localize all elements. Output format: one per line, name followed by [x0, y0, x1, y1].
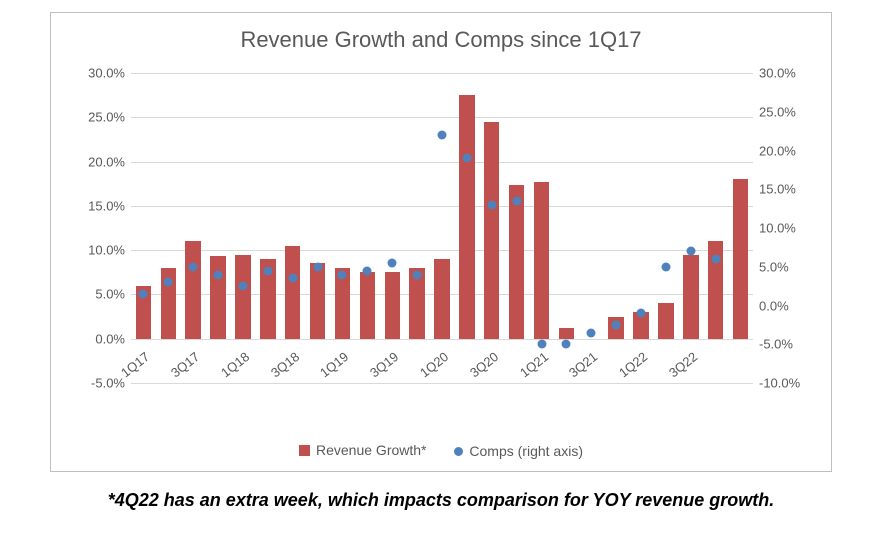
chart-frame: Revenue Growth and Comps since 1Q17 -5.0… [50, 12, 832, 472]
bar [484, 122, 499, 339]
bar [509, 185, 524, 338]
bar [434, 259, 449, 339]
marker-dot [288, 274, 297, 283]
x-tick-label: 1Q18 [218, 349, 252, 380]
y-left-tick-label: 25.0% [88, 110, 131, 125]
x-tick-label: 1Q22 [616, 349, 650, 380]
y-left-tick-label: 10.0% [88, 243, 131, 258]
marker-dot [413, 270, 422, 279]
marker-dot [661, 262, 670, 271]
bar [534, 182, 549, 339]
y-right-tick-label: 0.0% [753, 298, 789, 313]
marker-dot [711, 255, 720, 264]
marker-dot [139, 289, 148, 298]
marker-dot [214, 270, 223, 279]
bar [360, 272, 375, 338]
gridline [131, 206, 753, 207]
x-tick-label: 3Q19 [367, 349, 401, 380]
bar [658, 303, 673, 338]
marker-dot [686, 247, 695, 256]
bar [310, 263, 325, 338]
y-right-tick-label: 15.0% [753, 182, 796, 197]
y-right-tick-label: 30.0% [753, 66, 796, 81]
bar [235, 255, 250, 339]
legend-item-comps: Comps (right axis) [454, 443, 583, 459]
chart-legend: Revenue Growth* Comps (right axis) [51, 442, 831, 459]
bar [733, 179, 748, 338]
bar [285, 246, 300, 339]
x-tick-label: 3Q20 [467, 349, 501, 380]
x-tick-label: 1Q19 [317, 349, 351, 380]
bar [185, 241, 200, 338]
marker-dot [263, 266, 272, 275]
bar [559, 328, 574, 339]
legend-label: Comps (right axis) [469, 443, 583, 459]
legend-item-revenue-growth: Revenue Growth* [299, 442, 427, 458]
y-right-tick-label: -5.0% [753, 337, 793, 352]
gridline [131, 117, 753, 118]
y-right-tick-label: 25.0% [753, 104, 796, 119]
x-tick-label: 1Q17 [118, 349, 152, 380]
marker-dot [189, 262, 198, 271]
legend-swatch-dot [454, 447, 463, 456]
gridline [131, 250, 753, 251]
y-left-tick-label: 5.0% [95, 287, 131, 302]
chart-footnote: *4Q22 has an extra week, which impacts c… [0, 490, 882, 511]
y-left-tick-label: 15.0% [88, 198, 131, 213]
marker-dot [612, 320, 621, 329]
x-tick-label: 3Q18 [268, 349, 302, 380]
bar [385, 272, 400, 338]
y-left-tick-label: 0.0% [95, 331, 131, 346]
bar [683, 255, 698, 339]
marker-dot [512, 196, 521, 205]
marker-dot [388, 258, 397, 267]
legend-label: Revenue Growth* [316, 442, 427, 458]
marker-dot [487, 200, 496, 209]
x-tick-label: 3Q21 [566, 349, 600, 380]
x-tick-label: 1Q20 [417, 349, 451, 380]
marker-dot [363, 266, 372, 275]
gridline [131, 339, 753, 340]
marker-dot [562, 340, 571, 349]
y-right-tick-label: -10.0% [753, 376, 800, 391]
bar [210, 256, 225, 338]
marker-dot [313, 262, 322, 271]
gridline [131, 73, 753, 74]
x-tick-label: 3Q22 [666, 349, 700, 380]
y-right-tick-label: 20.0% [753, 143, 796, 158]
marker-dot [462, 154, 471, 163]
y-right-tick-label: 10.0% [753, 221, 796, 236]
marker-dot [164, 278, 173, 287]
y-left-tick-label: 30.0% [88, 66, 131, 81]
x-tick-label: 3Q17 [168, 349, 202, 380]
marker-dot [238, 282, 247, 291]
bar [459, 95, 474, 339]
marker-dot [637, 309, 646, 318]
x-tick-label: 1Q21 [516, 349, 550, 380]
chart-plot-area: -5.0%0.0%5.0%10.0%15.0%20.0%25.0%30.0%-1… [131, 73, 753, 383]
y-left-tick-label: 20.0% [88, 154, 131, 169]
marker-dot [587, 328, 596, 337]
chart-title: Revenue Growth and Comps since 1Q17 [51, 27, 831, 53]
marker-dot [338, 270, 347, 279]
gridline [131, 383, 753, 384]
gridline [131, 162, 753, 163]
marker-dot [537, 340, 546, 349]
legend-swatch-bar [299, 445, 310, 456]
marker-dot [438, 131, 447, 140]
y-right-tick-label: 5.0% [753, 259, 789, 274]
